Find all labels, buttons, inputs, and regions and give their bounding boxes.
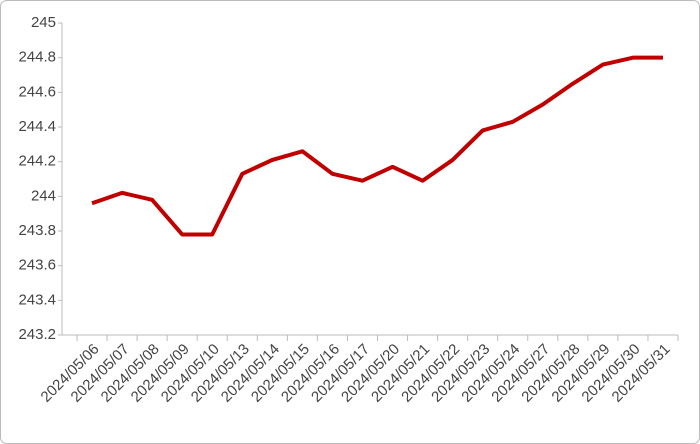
y-tick-label: 245 <box>31 14 56 31</box>
y-tick-label: 243.2 <box>18 326 56 343</box>
y-tick-label: 244.6 <box>18 83 56 100</box>
y-tick-label: 243.4 <box>18 291 56 308</box>
data-line <box>91 55 663 237</box>
y-tick-label: 243.8 <box>18 222 56 239</box>
y-tick-label: 244.4 <box>18 118 56 135</box>
y-tick-label: 244 <box>31 187 56 204</box>
y-tick-label: 243.6 <box>18 257 56 274</box>
y-tick-label: 244.8 <box>18 49 56 66</box>
y-tick-label: 244.2 <box>18 153 56 170</box>
